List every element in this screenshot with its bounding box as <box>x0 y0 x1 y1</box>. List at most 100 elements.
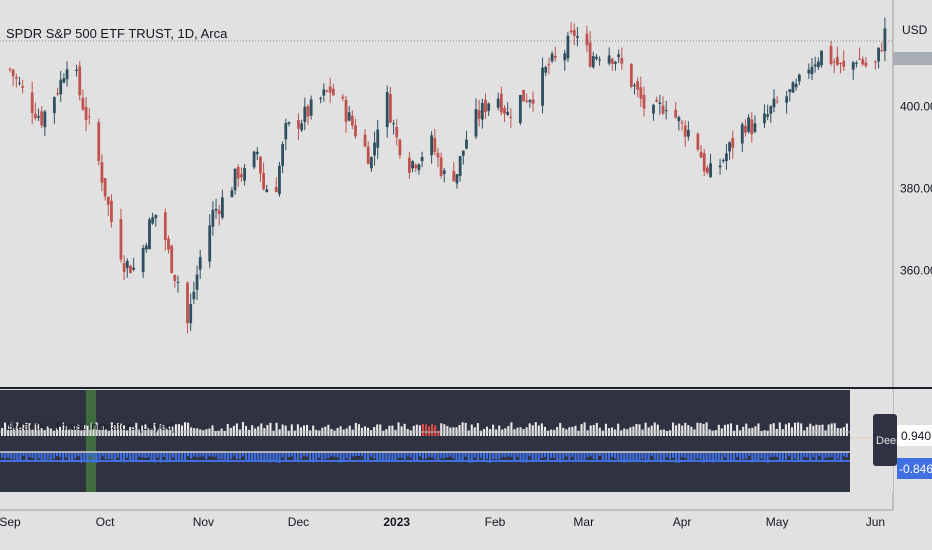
indicator-bar <box>174 424 177 436</box>
indicator-bar <box>537 425 540 436</box>
indicator-bar <box>678 423 681 436</box>
indicator-lower-bar <box>13 452 16 460</box>
indicator-lower-bar <box>668 452 672 460</box>
candle-body <box>763 113 766 124</box>
indicator-lower-bar <box>62 452 65 463</box>
indicator-bar <box>546 430 550 436</box>
indicator-bar <box>43 430 46 436</box>
candle-body <box>477 110 481 119</box>
indicator-bar <box>95 422 98 436</box>
indicator-bar <box>226 424 229 436</box>
indicator-lower-bar <box>196 452 199 458</box>
indicator-bar <box>693 429 696 436</box>
indicator-bar <box>638 424 641 436</box>
candle-body <box>652 104 655 114</box>
indicator-bar <box>278 429 281 436</box>
indicator-lower-bar <box>647 452 650 463</box>
indicator-lower-bar <box>382 452 385 461</box>
candle-body <box>702 153 706 172</box>
indicator-lower-bar <box>110 452 113 460</box>
candle-body <box>810 66 814 75</box>
indicator-lower-bar <box>363 452 367 461</box>
candle-body <box>56 93 59 95</box>
indicator-lower-bar <box>68 452 71 463</box>
indicator-lower-bar <box>614 452 617 459</box>
candle-body <box>588 42 592 67</box>
indicator-lower-bar <box>467 452 470 463</box>
thrust-highlight <box>86 390 96 492</box>
candle-body <box>769 106 773 114</box>
indicator-bar <box>446 425 449 436</box>
candle-body <box>411 161 414 169</box>
indicator-lower-bar <box>531 452 534 461</box>
candle-body <box>718 165 722 168</box>
candle-body <box>122 263 126 272</box>
indicator-lower-bar <box>589 452 592 457</box>
indicator-bar <box>363 426 367 436</box>
candle-body <box>874 61 877 63</box>
indicator-lower-bar <box>711 452 714 463</box>
indicator-bar <box>141 425 144 436</box>
candle-body <box>430 135 434 156</box>
indicator-lower-bar <box>86 452 89 463</box>
indicator-bar <box>25 422 28 436</box>
indicator-bar <box>845 423 848 436</box>
candle-body <box>617 54 621 58</box>
indicator-bar <box>431 424 434 436</box>
candle-body <box>658 102 662 105</box>
indicator-lower-bar <box>757 452 760 462</box>
price-pane[interactable] <box>0 0 893 388</box>
indicator-bar <box>116 423 119 436</box>
indicator-lower-bar <box>376 452 379 461</box>
indicator-lower-bar <box>742 452 745 460</box>
indicator-lower-bar <box>644 452 647 463</box>
indicator-lower-bar <box>559 452 562 463</box>
indicator-bar <box>177 424 180 436</box>
indicator-lower-bar <box>568 452 571 461</box>
indicator-lower-bar <box>553 452 556 458</box>
indicator-tag[interactable] <box>873 414 897 466</box>
indicator-lower-bar <box>510 452 513 458</box>
candle-body <box>354 125 357 137</box>
indicator-lower-bar <box>479 452 482 458</box>
indicator-bar <box>769 424 772 436</box>
indicator-lower-bar <box>28 452 31 458</box>
indicator-lower-bar <box>260 452 263 461</box>
candle-body <box>106 197 110 205</box>
indicator-lower-bar <box>278 452 281 463</box>
candle-body <box>287 122 291 124</box>
indicator-bar <box>348 425 351 436</box>
indicator-lower-bar <box>845 452 848 458</box>
indicator-lower-bar <box>406 452 409 457</box>
indicator-lower-bar <box>397 452 400 458</box>
indicator-bar <box>818 425 821 436</box>
indicator-lower-bar <box>784 452 787 460</box>
indicator-bar <box>113 425 116 436</box>
indicator-lower-bar <box>620 452 623 461</box>
indicator-bar <box>257 426 260 436</box>
indicator-lower-bar <box>806 452 809 458</box>
indicator-lower-bar <box>126 452 129 458</box>
candle-body <box>322 89 326 96</box>
candle-body <box>214 208 218 211</box>
indicator-lower-bar <box>147 452 150 458</box>
indicator-lower-bar <box>726 452 729 461</box>
indicator-bar <box>617 423 620 436</box>
candle-body <box>677 117 681 122</box>
candle-body <box>877 47 880 62</box>
indicator-lower-bar <box>159 452 162 463</box>
candle-body <box>43 111 47 128</box>
indicator-lower-bar <box>455 452 458 463</box>
indicator-lower-bar <box>171 452 174 458</box>
indicator-bar <box>379 424 382 436</box>
candle-body <box>598 59 602 61</box>
candle-body <box>30 92 34 114</box>
indicator-lower-bar <box>165 452 168 461</box>
indicator-bar <box>260 423 263 436</box>
indicator-pane[interactable] <box>0 390 850 492</box>
indicator-bar <box>806 426 809 436</box>
indicator-lower-bar <box>177 452 180 461</box>
candle-body <box>728 142 731 152</box>
indicator-lower-bar <box>217 452 220 460</box>
candle-body <box>842 60 846 67</box>
